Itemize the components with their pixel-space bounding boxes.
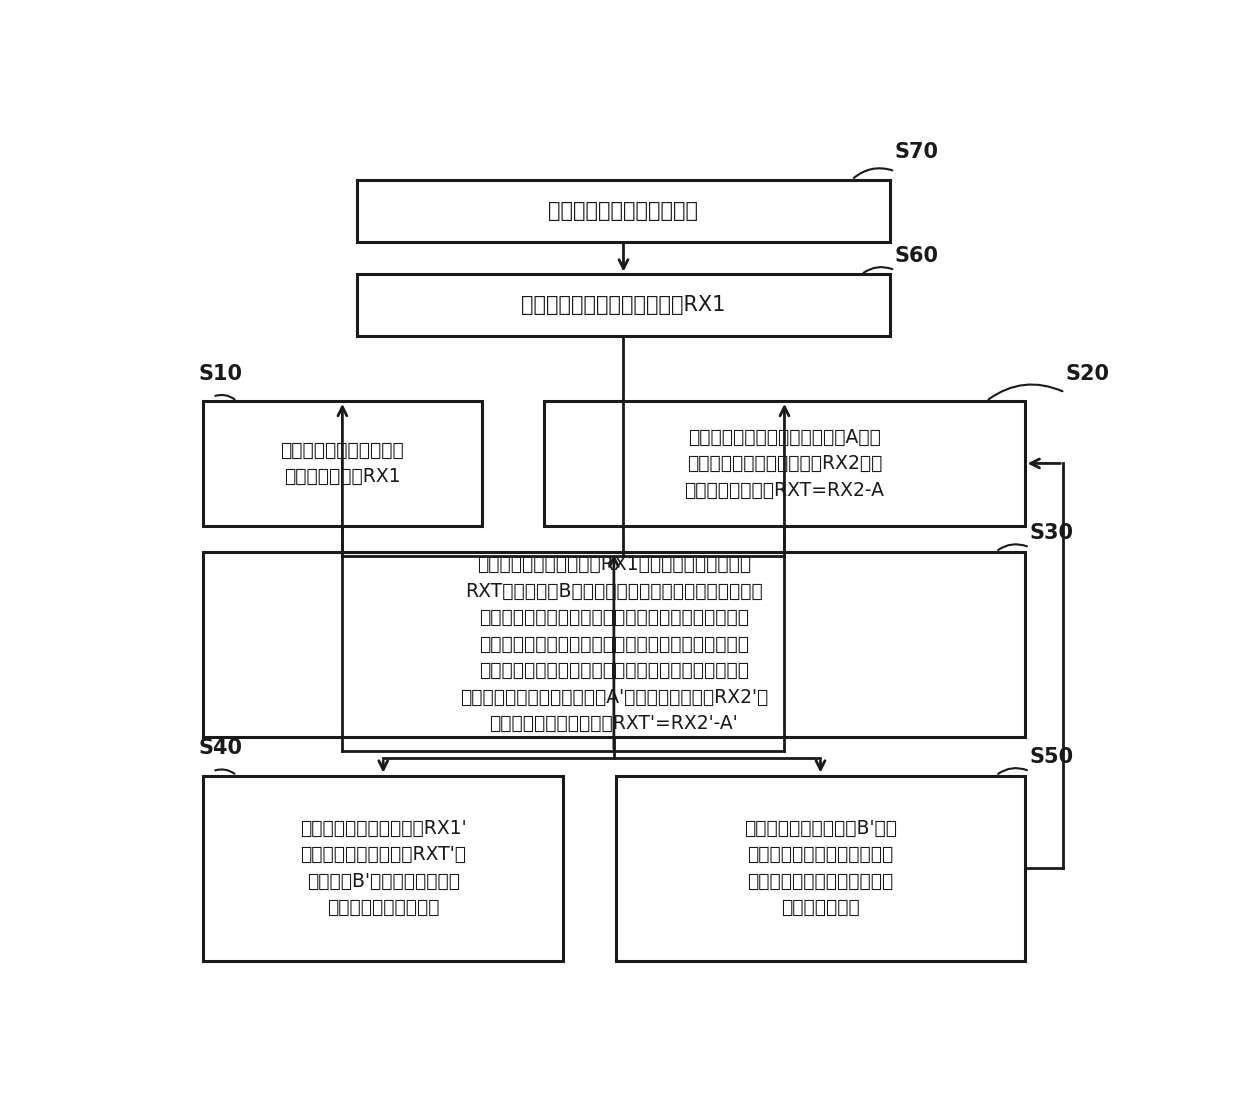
Text: S20: S20 <box>1065 363 1109 383</box>
Text: S60: S60 <box>895 246 939 266</box>
Text: S40: S40 <box>198 738 242 758</box>
Text: 获取电子装置的天线信号衰减值A以及
电子装置的第二接收灵敏度RX2，计
算真实接收灵敏度RXT=RX2-A: 获取电子装置的天线信号衰减值A以及 电子装置的第二接收灵敏度RX2，计 算真实接… <box>684 427 884 500</box>
Text: S50: S50 <box>1029 747 1074 767</box>
Text: 存储电路板的第一接收灵敏度RX1: 存储电路板的第一接收灵敏度RX1 <box>521 295 725 315</box>
FancyBboxPatch shape <box>203 401 481 525</box>
FancyBboxPatch shape <box>203 776 563 960</box>
Text: 确定所述第一接收灵敏度RX1与所述真实接收灵敏度
RXT的第一差値B不小于所述第一预设値，则根据第一预
设规则生成并发送第一调试指令或调试提示信息，所述
第一调: 确定所述第一接收灵敏度RX1与所述真实接收灵敏度 RXT的第一差値B不小于所述第… <box>460 556 768 733</box>
Text: 确定所述新的第一差値B'不小
于所述第一预设値，则根据所
述第一预设规则重新生成并发
送第一调试指令: 确定所述新的第一差値B'不小 于所述第一预设値，则根据所 述第一预设规则重新生成… <box>744 818 897 917</box>
Text: S70: S70 <box>895 142 939 162</box>
Text: S10: S10 <box>198 363 242 383</box>
FancyBboxPatch shape <box>544 401 1024 525</box>
FancyBboxPatch shape <box>203 551 1024 737</box>
Text: 确定新的第一接收灵敏度RX1'
与新的真实接收灵敏度RXT'的
第一差値B'小于所述第一预设
値，输出调试完成信息: 确定新的第一接收灵敏度RX1' 与新的真实接收灵敏度RXT'的 第一差値B'小于… <box>300 818 466 917</box>
Text: S30: S30 <box>1029 523 1074 542</box>
Text: 获取电子装置中电路板的
第一接收灵敏度RX1: 获取电子装置中电路板的 第一接收灵敏度RX1 <box>280 440 404 486</box>
FancyBboxPatch shape <box>616 776 1024 960</box>
FancyBboxPatch shape <box>357 275 890 337</box>
Text: 确定电路板的传导功率正常: 确定电路板的传导功率正常 <box>548 201 698 220</box>
FancyBboxPatch shape <box>357 180 890 241</box>
